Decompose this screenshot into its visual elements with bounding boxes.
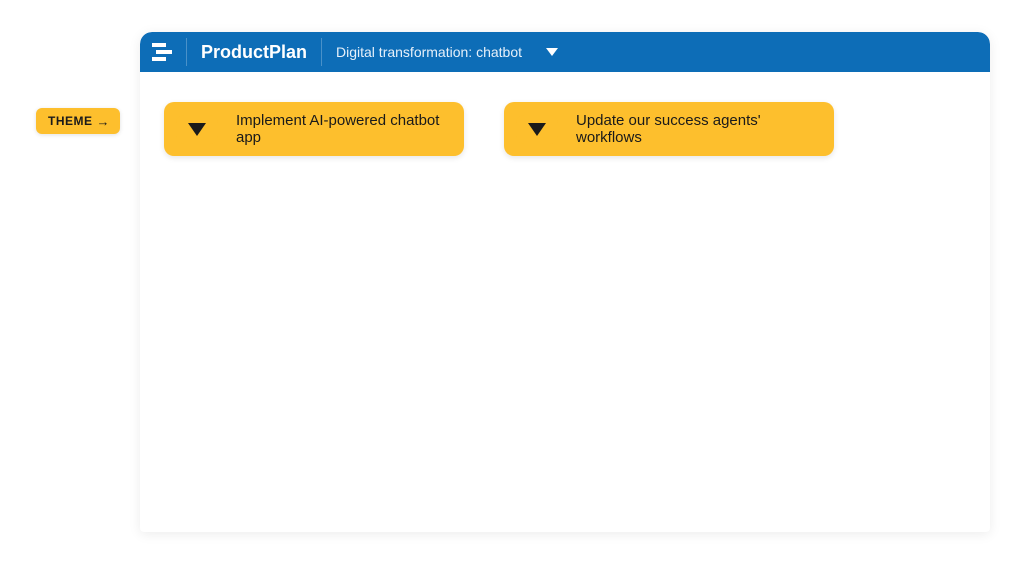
- theme-annotation-text: THEME: [48, 114, 93, 128]
- logo-block[interactable]: [152, 38, 187, 66]
- app-window: ProductPlan Digital transformation: chat…: [140, 32, 990, 532]
- theme-lane[interactable]: Implement AI-powered chatbot app: [164, 102, 464, 156]
- theme-lane[interactable]: Update our success agents' workflows: [504, 102, 834, 156]
- arrow-right-icon: →: [97, 115, 111, 128]
- plan-selector-dropdown[interactable]: Digital transformation: chatbot: [336, 44, 558, 60]
- triangle-down-icon: [528, 123, 546, 136]
- brand-name[interactable]: ProductPlan: [201, 38, 322, 66]
- lane-title: Implement AI-powered chatbot app: [236, 112, 446, 146]
- chevron-down-icon: [546, 48, 558, 56]
- triangle-down-icon: [188, 123, 206, 136]
- theme-annotation-badge: THEME →: [36, 108, 120, 134]
- lane-expand-toggle[interactable]: [516, 115, 558, 144]
- lane-title: Update our success agents' workflows: [576, 112, 816, 146]
- productplan-logo-icon: [152, 43, 172, 61]
- plan-name-label: Digital transformation: chatbot: [336, 44, 522, 60]
- roadmap-canvas: Implement AI-powered chatbot app Update …: [140, 72, 990, 186]
- lane-expand-toggle[interactable]: [176, 115, 218, 144]
- header-bar: ProductPlan Digital transformation: chat…: [140, 32, 990, 72]
